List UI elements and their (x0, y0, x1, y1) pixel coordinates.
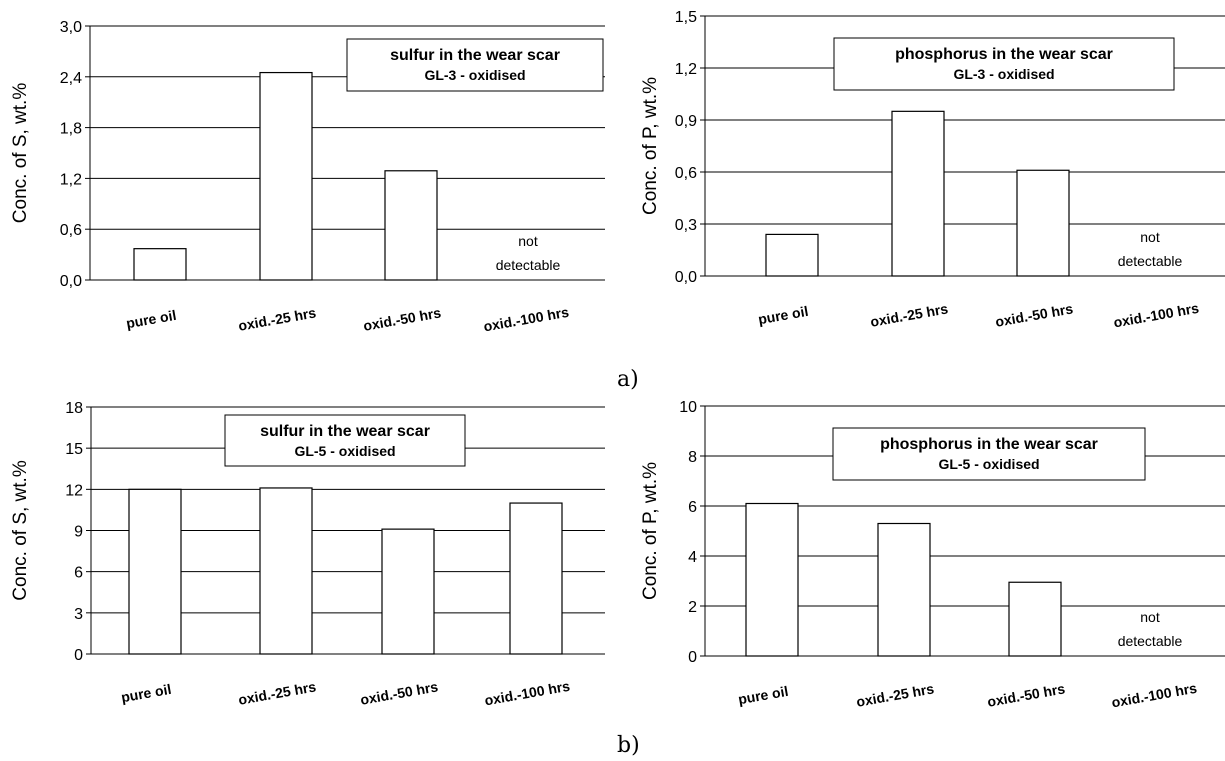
chart-1-ytick-label: 1,2 (60, 171, 82, 188)
chart-4-bar (877, 522, 931, 657)
chart-3-title-box (224, 414, 466, 467)
chart-3-bar (128, 488, 182, 655)
chart-1-ytick-label: 0,0 (60, 273, 82, 290)
chart-2-ytick-label: 0,6 (675, 165, 697, 182)
chart-1-category-label: oxid.-100 hrs (482, 304, 570, 335)
chart-4-annotation-line2: detectable (1118, 633, 1183, 649)
chart-3-ytick-label: 9 (74, 524, 83, 541)
chart-2-ylabel: Conc. of P, wt.% (640, 77, 661, 215)
chart-4-ytick-label: 4 (688, 549, 697, 566)
chart-1-category-label: oxid.-50 hrs (362, 304, 442, 333)
chart-3-category-label: oxid.-25 hrs (237, 678, 317, 707)
chart-2-ytick-label: 1,5 (675, 9, 697, 26)
chart-4-category-label: pure oil (737, 683, 790, 708)
chart-3-bar (259, 487, 313, 655)
chart-2-subtitle: GL-3 - oxidised (953, 66, 1054, 82)
chart-1-ytick-label: 3,0 (60, 19, 82, 36)
chart-3-title: sulfur in the wear scar (260, 423, 430, 440)
chart-1-subtitle: GL-3 - oxidised (424, 67, 525, 83)
chart-1-bar (133, 248, 187, 281)
chart-3-ytick-label: 3 (74, 606, 83, 623)
chart-1-annotation-line2: detectable (496, 257, 561, 273)
chart-4-category-label: oxid.-25 hrs (855, 680, 935, 709)
chart-1-ylabel: Conc. of S, wt.% (10, 83, 31, 224)
chart-1-title-box (346, 38, 604, 92)
panel-label-b: b) (617, 733, 640, 758)
chart-3-subtitle: GL-5 - oxidised (294, 443, 395, 459)
chart-4-category-label: oxid.-100 hrs (1110, 680, 1198, 711)
chart-2-category-label: oxid.-50 hrs (994, 300, 1074, 329)
chart-2-title-box (833, 37, 1175, 91)
chart-3-category-label: oxid.-50 hrs (359, 678, 439, 707)
chart-2-ytick-label: 0,0 (675, 269, 697, 286)
chart-2-bar (891, 110, 945, 277)
chart-4-ytick-label: 6 (688, 499, 697, 516)
chart-4-title: phosphorus in the wear scar (880, 436, 1098, 453)
chart-3-category-label: pure oil (120, 681, 173, 706)
chart-1-ytick-label: 1,8 (60, 121, 82, 138)
chart-1-bar (259, 71, 313, 281)
chart-4-bar (745, 502, 799, 657)
chart-1-ytick-label: 0,6 (60, 222, 82, 239)
chart-1-category-label: pure oil (125, 307, 178, 332)
chart-4-category-label: oxid.-50 hrs (986, 680, 1066, 709)
chart-3-ytick-label: 12 (65, 482, 83, 499)
chart-3-category-label: oxid.-100 hrs (483, 678, 571, 709)
chart-4-ylabel: Conc. of P, wt.% (640, 462, 661, 600)
chart-1-bar (384, 170, 438, 281)
chart-3-ytick-label: 15 (65, 441, 83, 458)
chart-2-ytick-label: 0,3 (675, 217, 697, 234)
chart-1-ytick-label: 2,4 (60, 70, 82, 87)
chart-4-bar (1008, 581, 1062, 657)
chart-2-bar (1016, 169, 1070, 277)
chart-4-subtitle: GL-5 - oxidised (938, 456, 1039, 472)
chart-3-ytick-label: 6 (74, 565, 83, 582)
chart-2-ytick-label: 0,9 (675, 113, 697, 130)
chart-2-annotation-line2: detectable (1118, 253, 1183, 269)
chart-1-annotation-line1: not (518, 233, 538, 249)
panel-label-a: a) (617, 367, 639, 392)
chart-3-ytick-label: 0 (74, 647, 83, 664)
chart-3-ytick-label: 18 (65, 400, 83, 417)
chart-4-title-box (832, 427, 1146, 481)
chart-1-category-label: oxid.-25 hrs (237, 304, 317, 333)
chart-3-bar (381, 528, 435, 655)
chart-2-category-label: oxid.-100 hrs (1112, 300, 1200, 331)
chart-2-category-label: pure oil (757, 303, 810, 328)
chart-4-annotation-line1: not (1140, 609, 1160, 625)
chart-3-ylabel: Conc. of S, wt.% (10, 460, 31, 601)
chart-2-category-label: oxid.-25 hrs (869, 300, 949, 329)
chart-4-ytick-label: 0 (688, 649, 697, 666)
chart-4-ytick-label: 10 (679, 399, 697, 416)
chart-2-ytick-label: 1,2 (675, 61, 697, 78)
chart-3-bar (509, 502, 563, 655)
chart-4-ytick-label: 8 (688, 449, 697, 466)
chart-2-title: phosphorus in the wear scar (895, 46, 1113, 63)
chart-4-ytick-label: 2 (688, 599, 697, 616)
chart-2-bar (765, 233, 819, 277)
chart-2-annotation-line1: not (1140, 229, 1160, 245)
chart-1-title: sulfur in the wear scar (390, 47, 560, 64)
